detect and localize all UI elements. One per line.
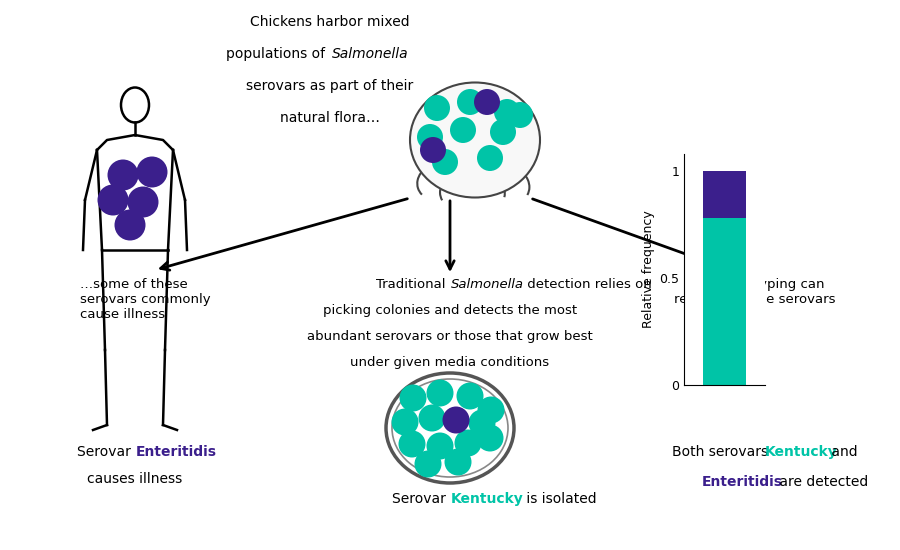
Text: Salmonella: Salmonella [332, 47, 409, 61]
Circle shape [432, 149, 458, 175]
Text: Serovar: Serovar [76, 445, 135, 459]
Circle shape [477, 145, 503, 171]
Text: Enteritidis: Enteritidis [702, 475, 783, 489]
Text: Deep serotyping can
reveal multiple serovars: Deep serotyping can reveal multiple sero… [674, 278, 836, 306]
Text: serovars as part of their: serovars as part of their [247, 79, 414, 93]
Circle shape [415, 450, 442, 477]
Circle shape [457, 89, 483, 115]
Text: detection relies on: detection relies on [523, 278, 652, 291]
Text: picking colonies and detects the most: picking colonies and detects the most [323, 304, 577, 317]
Circle shape [424, 95, 450, 121]
Text: Both serovars: Both serovars [672, 445, 772, 459]
Circle shape [97, 184, 129, 216]
Circle shape [474, 89, 500, 115]
Text: Salmonella: Salmonella [451, 278, 524, 291]
Circle shape [456, 382, 483, 410]
Circle shape [443, 406, 470, 433]
Text: Serovar: Serovar [392, 492, 450, 506]
Circle shape [478, 397, 505, 424]
Circle shape [494, 99, 520, 125]
Bar [703, 171, 746, 218]
Ellipse shape [410, 82, 540, 197]
Circle shape [454, 430, 482, 456]
Text: under given media conditions: under given media conditions [350, 356, 550, 369]
Circle shape [427, 432, 454, 459]
Circle shape [490, 119, 516, 145]
Text: Enteritidis: Enteritidis [136, 445, 217, 459]
Circle shape [445, 448, 472, 476]
Text: is isolated: is isolated [522, 492, 597, 506]
Ellipse shape [386, 373, 514, 483]
Text: populations of: populations of [227, 47, 330, 61]
Circle shape [107, 160, 139, 190]
Text: and: and [827, 445, 858, 459]
Circle shape [507, 102, 533, 128]
Circle shape [400, 384, 427, 411]
Text: natural flora…: natural flora… [280, 111, 380, 125]
Text: causes illness: causes illness [87, 472, 183, 486]
Circle shape [417, 124, 443, 150]
Circle shape [420, 137, 446, 163]
Circle shape [137, 157, 167, 188]
Circle shape [399, 431, 426, 458]
Text: …some of these
serovars commonly
cause illness: …some of these serovars commonly cause i… [80, 278, 211, 321]
Circle shape [114, 210, 146, 240]
Circle shape [469, 410, 496, 437]
Y-axis label: Relative frequency: Relative frequency [642, 211, 655, 328]
Text: abundant serovars or those that grow best: abundant serovars or those that grow bes… [307, 330, 593, 343]
Circle shape [427, 379, 454, 406]
Ellipse shape [392, 379, 508, 477]
Text: Chickens harbor mixed: Chickens harbor mixed [250, 15, 410, 29]
Text: Kentucky: Kentucky [765, 445, 838, 459]
Circle shape [418, 404, 446, 432]
Text: Kentucky: Kentucky [451, 492, 524, 506]
Circle shape [128, 186, 158, 217]
Circle shape [450, 117, 476, 143]
Circle shape [392, 409, 418, 436]
Bar [703, 218, 746, 385]
Text: are detected: are detected [775, 475, 868, 489]
Text: Traditional: Traditional [376, 278, 450, 291]
Circle shape [476, 425, 503, 452]
